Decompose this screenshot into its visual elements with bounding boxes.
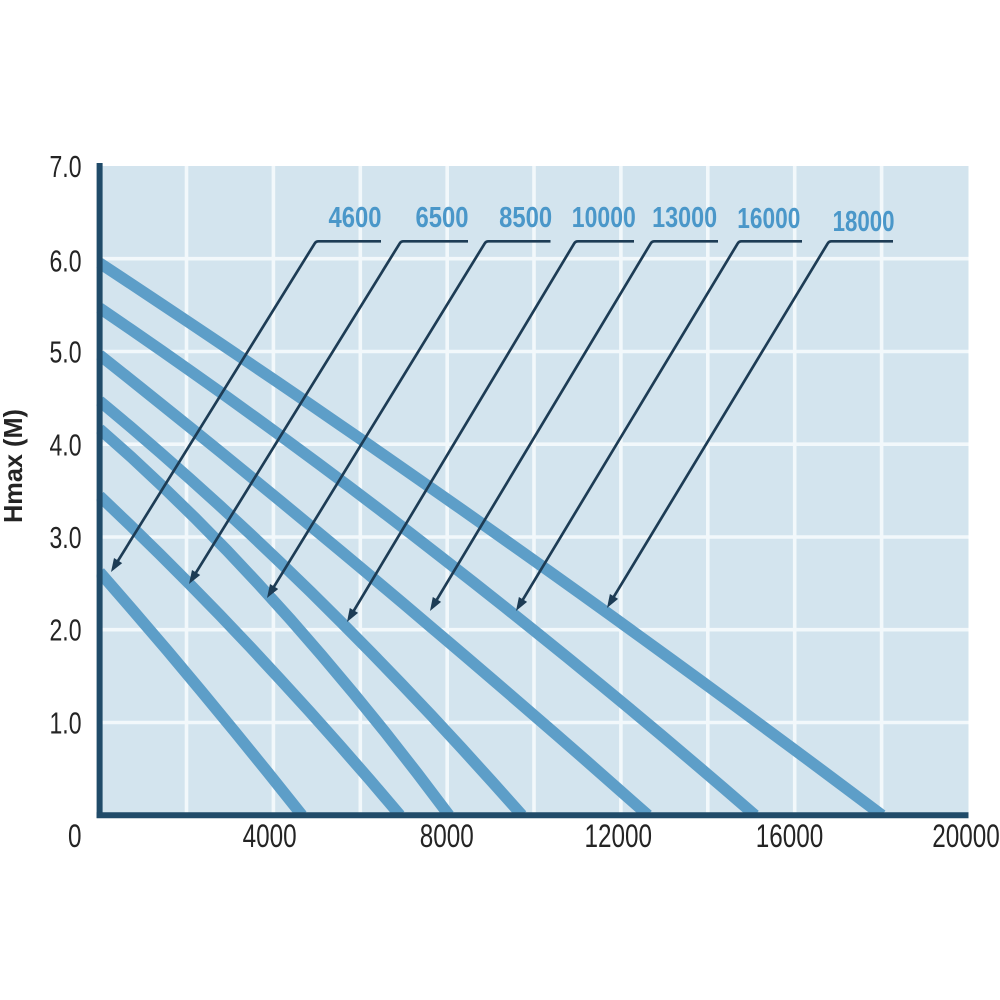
svg-text:1.0: 1.0 <box>50 706 82 741</box>
svg-text:3.0: 3.0 <box>50 520 82 555</box>
svg-text:18000: 18000 <box>833 206 895 238</box>
svg-text:6500: 6500 <box>416 202 469 234</box>
svg-text:7.0: 7.0 <box>50 149 82 184</box>
svg-text:20000: 20000 <box>932 818 1000 854</box>
svg-text:4000: 4000 <box>243 818 297 854</box>
svg-text:16000: 16000 <box>756 818 824 854</box>
svg-text:4.0: 4.0 <box>50 428 82 463</box>
svg-text:5.0: 5.0 <box>50 335 82 370</box>
svg-text:16000: 16000 <box>737 203 800 235</box>
svg-text:Hmax (M): Hmax (M) <box>0 409 28 523</box>
svg-text:2.0: 2.0 <box>50 613 82 648</box>
svg-text:12000: 12000 <box>585 818 653 854</box>
svg-text:13000: 13000 <box>652 202 717 234</box>
svg-text:8000: 8000 <box>420 818 474 854</box>
svg-text:6.0: 6.0 <box>50 244 82 279</box>
svg-text:4600: 4600 <box>329 202 382 234</box>
svg-text:0: 0 <box>68 818 82 854</box>
svg-text:8500: 8500 <box>499 202 552 234</box>
svg-text:10000: 10000 <box>572 202 636 234</box>
